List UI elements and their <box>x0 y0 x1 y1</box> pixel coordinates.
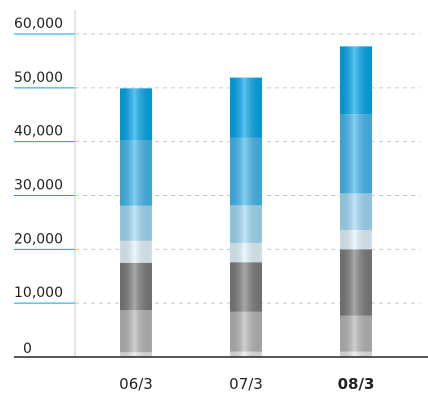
x-category-label: 06/3 <box>119 375 153 393</box>
bar-stack <box>120 88 152 357</box>
bar-shading <box>120 88 152 357</box>
bar-shading <box>340 46 372 358</box>
y-tick-label: 40,000 <box>14 124 63 140</box>
y-tick-label: 30,000 <box>14 178 63 194</box>
y-axis-ticks: 0 10,000 20,000 30,000 40,000 50,000 60,000 <box>14 16 63 357</box>
bar-stack <box>340 46 372 358</box>
y-tick-label: 0 <box>23 341 32 357</box>
x-axis-labels: 06/3 07/3 08/3 <box>119 375 374 393</box>
x-category-label: 08/3 <box>338 375 375 393</box>
x-category-label: 07/3 <box>229 375 263 393</box>
bar-shading <box>230 77 262 357</box>
y-tick-label: 10,000 <box>14 285 63 301</box>
bar-stack <box>230 77 262 357</box>
bars <box>120 46 372 358</box>
y-tick-label: 50,000 <box>14 70 63 86</box>
y-tick-label: 20,000 <box>14 231 63 247</box>
y-tick-label: 60,000 <box>14 16 63 32</box>
